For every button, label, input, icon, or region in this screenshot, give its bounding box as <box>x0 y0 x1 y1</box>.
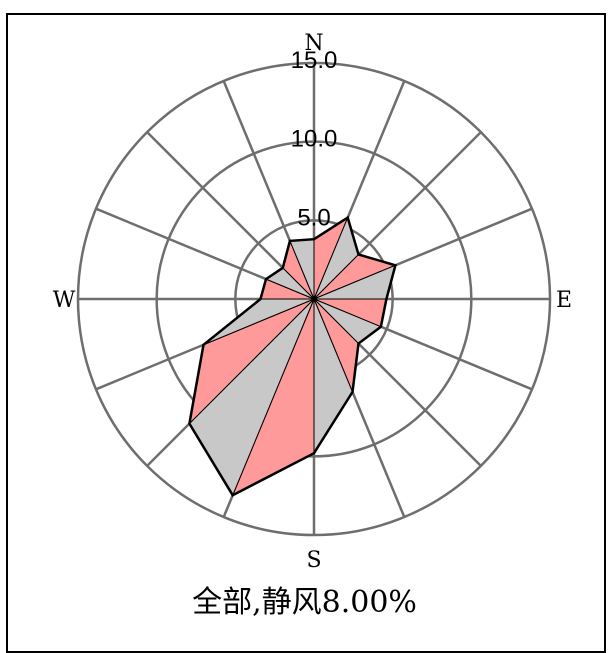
compass-south-label: S <box>306 548 321 573</box>
ring-label-1: 5.0 <box>297 204 330 231</box>
wind-rose-chart: 5.0 10.0 15.0 N E S W <box>53 31 572 573</box>
chart-caption: 全部,静风8.00% <box>192 585 417 620</box>
compass-west-label: W <box>53 288 76 313</box>
ring-label-2: 10.0 <box>291 126 338 153</box>
ring-labels: 5.0 10.0 15.0 <box>291 47 338 231</box>
sector-group <box>188 216 397 497</box>
compass-east-label: E <box>556 288 572 313</box>
ring-label-3: 15.0 <box>291 47 338 74</box>
rose-outline <box>188 215 397 497</box>
compass-north-label: N <box>304 31 323 56</box>
